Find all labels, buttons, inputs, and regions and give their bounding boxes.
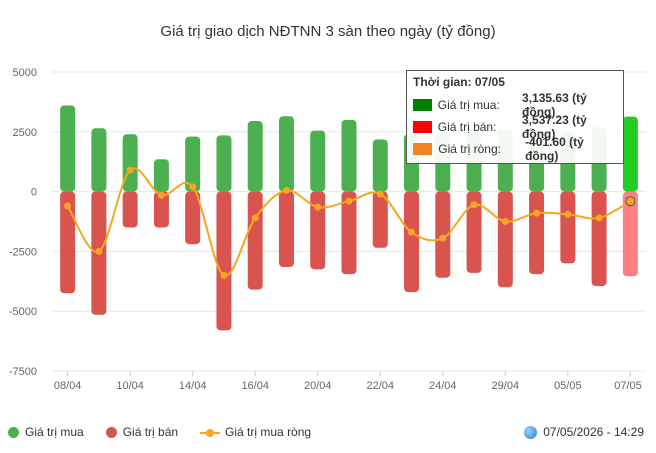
y-tick-label: -7500 xyxy=(9,366,37,378)
buy-bar xyxy=(153,159,169,192)
sell-bar xyxy=(404,191,420,293)
legend-item-buy[interactable]: Giá trị mua xyxy=(8,425,84,439)
net-point xyxy=(470,201,478,209)
globe-icon xyxy=(524,425,538,439)
sell-bar xyxy=(310,191,326,270)
net-point xyxy=(251,214,259,222)
buy-bar xyxy=(91,128,107,192)
timestamp-text: 07/05/2026 - 14:29 xyxy=(543,425,644,439)
net-point xyxy=(126,166,134,174)
sell-bar xyxy=(497,191,513,288)
y-tick-label: -2500 xyxy=(9,246,37,258)
chart-title: Giá trị giao dịch NĐTNN 3 sàn theo ngày … xyxy=(160,23,495,40)
net-point xyxy=(376,190,384,198)
y-tick-label: 0 xyxy=(31,187,37,199)
legend-item-net[interactable]: Giá trị mua ròng xyxy=(200,425,311,439)
buy-bar xyxy=(622,116,638,192)
sell-bar xyxy=(185,191,201,245)
buy-bar xyxy=(341,119,357,192)
y-tick-label: 2500 xyxy=(13,127,37,139)
sell-bar xyxy=(372,191,388,248)
tooltip-row-sell: Giá trị bán: 3,537.23 (tỷ đồng) xyxy=(413,113,617,141)
buy-dot-icon xyxy=(8,426,19,438)
sell-bar xyxy=(529,191,545,275)
y-axis: 5000 2500 0 -2500 -5000 -7500 xyxy=(9,67,37,378)
net-point xyxy=(564,210,572,218)
net-line-icon xyxy=(200,427,221,438)
sell-bar xyxy=(278,191,294,267)
legend-label-buy: Giá trị mua xyxy=(25,425,84,439)
net-point xyxy=(345,197,353,205)
net-point xyxy=(220,271,228,279)
legend-label-sell: Giá trị bán xyxy=(122,425,179,439)
x-axis: 08/04 10/04 14/04 16/04 20/04 22/04 24/04 29/04… xyxy=(54,371,642,392)
net-point xyxy=(501,218,509,225)
tooltip-row-buy: Giá trị mua: 3,135.63 (tỷ đồng) xyxy=(413,91,617,119)
x-tick-label: 24/04 xyxy=(429,380,457,392)
sell-bar xyxy=(60,191,76,294)
legend: Giá trị mua Giá trị bán Giá trị mua ròng xyxy=(8,422,333,442)
net-point xyxy=(64,202,72,210)
sell-bar xyxy=(122,191,138,228)
sell-bar xyxy=(216,191,232,331)
buy-bar xyxy=(278,116,294,192)
tooltip-swatch-sell xyxy=(413,121,432,133)
buy-bar xyxy=(122,134,138,192)
x-tick-label: 05/05 xyxy=(554,380,582,392)
x-tick-label: 20/04 xyxy=(304,380,332,392)
net-point xyxy=(625,196,636,207)
x-tick-label: 22/04 xyxy=(366,380,394,392)
net-point xyxy=(314,203,322,211)
net-point xyxy=(282,186,290,194)
tooltip-label-buy: Giá trị mua: xyxy=(437,98,500,112)
y-tick-label: 5000 xyxy=(13,67,37,79)
buy-bar xyxy=(216,135,232,192)
sell-bar xyxy=(466,191,482,273)
sell-bar xyxy=(591,191,607,287)
tooltip-value-buy: 3,135.63 (tỷ đồng) xyxy=(522,91,587,119)
x-tick-label: 29/04 xyxy=(492,380,520,392)
sell-bar xyxy=(560,191,576,264)
buy-bar xyxy=(60,105,76,192)
sell-dot-icon xyxy=(105,426,117,438)
y-tick-label: -5000 xyxy=(9,306,37,318)
tooltip: Thời gian: 07/05 Giá trị mua: 3,135.63 (… xyxy=(406,70,624,164)
buy-bar xyxy=(247,121,263,192)
tooltip-value-net: -401.60 (tỷ đồng) xyxy=(525,135,584,163)
x-tick-label: 07/05 xyxy=(614,380,642,392)
tooltip-row-net: Giá trị ròng: -401.60 (tỷ đồng) xyxy=(413,135,617,163)
x-tick-label: 16/04 xyxy=(241,380,269,392)
net-point xyxy=(533,209,541,217)
legend-item-sell[interactable]: Giá trị bán xyxy=(105,425,179,439)
net-point xyxy=(95,247,103,255)
net-line xyxy=(64,166,636,279)
x-tick-label: 08/04 xyxy=(54,380,82,392)
net-point xyxy=(439,234,447,242)
buy-bar xyxy=(372,139,388,192)
tooltip-swatch-net xyxy=(413,143,433,155)
tooltip-swatch-buy xyxy=(413,99,432,111)
buy-bar xyxy=(185,136,201,192)
legend-label-net: Giá trị mua ròng xyxy=(225,425,312,439)
net-point xyxy=(595,214,603,222)
x-tick-label: 14/04 xyxy=(179,380,207,392)
sell-bar xyxy=(435,191,451,278)
net-point xyxy=(189,183,197,191)
sell-bar xyxy=(341,191,357,275)
buy-bar xyxy=(310,130,326,192)
tooltip-label-net: Giá trị ròng: xyxy=(438,142,501,156)
timestamp: 07/05/2026 - 14:29 xyxy=(524,422,644,442)
sell-bar xyxy=(622,191,638,277)
tooltip-label-sell: Giá trị bán: xyxy=(437,120,497,134)
sell-bar xyxy=(247,191,263,290)
tooltip-value-sell: 3,537.23 (tỷ đồng) xyxy=(522,113,587,141)
net-point xyxy=(157,191,165,199)
tooltip-title: Thời gian: 07/05 xyxy=(413,75,505,89)
x-tick-label: 10/04 xyxy=(116,380,144,392)
sell-bar xyxy=(153,191,169,228)
net-point xyxy=(408,228,416,236)
